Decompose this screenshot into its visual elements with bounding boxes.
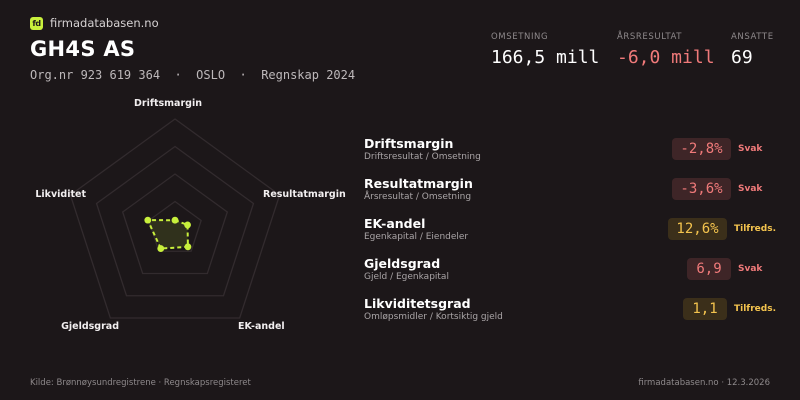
ratio-title: Driftsmargin (364, 136, 454, 151)
kpi-revenue-label: OMSETNING (491, 32, 549, 42)
ratio-status: Tilfreds. (734, 224, 776, 234)
ratio-status: Svak (738, 144, 763, 154)
footer-site-date[interactable]: firmadatabasen.no · 12.3.2026 (638, 378, 770, 388)
ratio-value-badge: 12,6% (668, 218, 727, 240)
ratio-row-gjeldsgrad[interactable]: Gjeldsgrad Gjeld / Egenkapital 6,9 Svak (364, 256, 784, 292)
ratio-formula: Gjeld / Egenkapital (364, 272, 449, 282)
kpi-employees: ANSATTE 69 (731, 32, 774, 68)
ratio-title: Likviditetsgrad (364, 296, 471, 311)
radar-grid-ring-4 (69, 118, 281, 319)
ratio-formula: Egenkapital / Eiendeler (364, 232, 469, 242)
radar-label-ek-andel: EK-andel (238, 321, 285, 332)
kpi-result-label: ÅRSRESULTAT (617, 32, 683, 42)
radar-point-gjeldsgrad (157, 245, 165, 252)
radar-chart: Driftsmargin Resultatmargin EK-andel Gje… (35, 98, 346, 332)
ratio-row-resultatmargin[interactable]: Resultatmargin Årsresultat / Omsetning -… (364, 176, 784, 212)
ratio-title: EK-andel (364, 216, 426, 231)
ratio-row-likviditetsgrad[interactable]: Likviditetsgrad Omløpsmidler / Kortsikti… (364, 296, 784, 332)
radar-label-gjeldsgrad: Gjeldsgrad (61, 321, 119, 332)
ratio-status: Svak (738, 184, 763, 194)
kpi-employees-label: ANSATTE (731, 32, 774, 42)
radar-grid-ring-3 (95, 145, 255, 297)
ratio-status: Tilfreds. (734, 304, 776, 314)
radar-grid-ring-2 (121, 173, 229, 275)
radar-polygon (146, 219, 189, 250)
ratio-title: Resultatmargin (364, 176, 473, 191)
kpi-revenue-value: 166,5 mill (491, 47, 600, 68)
kpi-employees-value: 69 (731, 47, 753, 68)
ratio-title: Gjeldsgrad (364, 256, 441, 271)
kpi-revenue: OMSETNING 166,5 mill (491, 32, 599, 68)
radar-label-driftsmargin: Driftsmargin (134, 98, 202, 109)
radar-point-driftsmargin (171, 216, 179, 224)
kpi-result-value: -6,0 mill (617, 47, 715, 68)
ratio-row-ek-andel[interactable]: EK-andel Egenkapital / Eiendeler 12,6% T… (364, 216, 784, 252)
ratio-formula: Årsresultat / Omsetning (364, 192, 472, 202)
ratio-formula: Omløpsmidler / Kortsiktig gjeld (364, 312, 503, 322)
radar-point-resultatmargin (184, 221, 191, 229)
radar-shape (144, 216, 192, 252)
radar-grid-ring-1 (148, 200, 202, 252)
ratio-formula: Driftsresultat / Omsetning (364, 152, 481, 162)
radar-label-resultatmargin: Resultatmargin (263, 189, 346, 200)
ratio-value-badge: 1,1 (683, 298, 727, 320)
company-subline: Org.nr 923 619 364 · OSLO · Regnskap 202… (30, 68, 356, 82)
ratio-row-driftsmargin[interactable]: Driftsmargin Driftsresultat / Omsetning … (364, 136, 784, 172)
kpi-result: ÅRSRESULTAT -6,0 mill (617, 32, 715, 68)
footer-source: Kilde: Brønnøysundregistrene · Regnskaps… (30, 378, 251, 388)
radar-point-ek-andel (184, 243, 192, 251)
radar-label-likviditet: Likviditet (35, 189, 86, 200)
ratio-value-badge: -3,6% (672, 178, 731, 200)
ratio-status: Svak (738, 264, 763, 274)
brand[interactable]: fd firmadatabasen.no (30, 16, 159, 30)
brand-name: firmadatabasen.no (50, 16, 159, 30)
brand-logo-icon: fd (30, 16, 43, 30)
ratio-value-badge: 6,9 (687, 258, 731, 280)
radar-point-likviditet (144, 216, 152, 224)
ratio-value-badge: -2,8% (672, 138, 731, 160)
radar-grid (69, 118, 281, 319)
company-name: GH4S AS (30, 37, 136, 61)
